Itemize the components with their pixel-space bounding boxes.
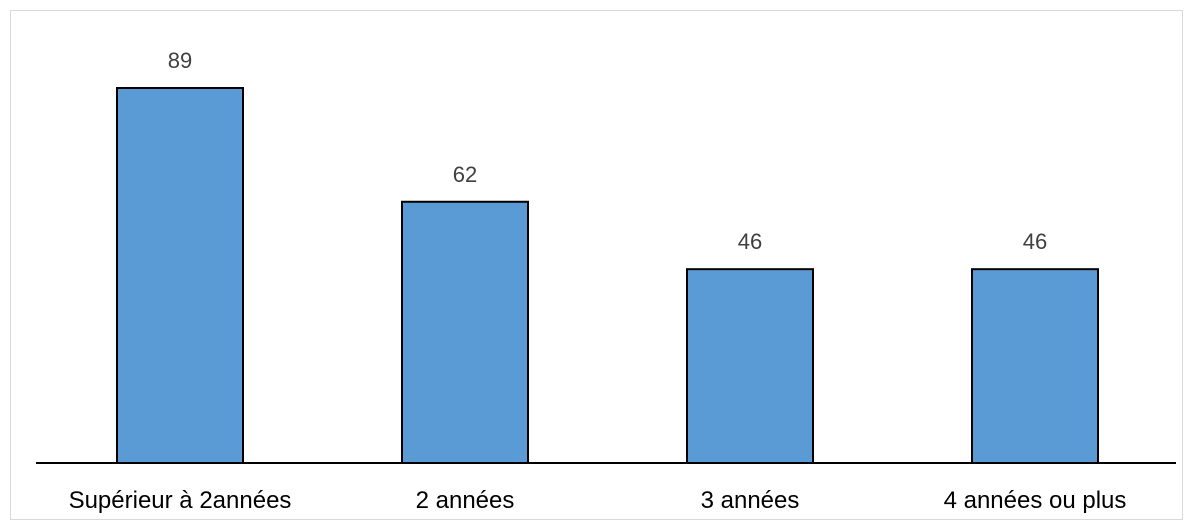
x-tick-label-2: 2 années [416,487,515,514]
x-tick-label-3: 3 années [701,487,800,514]
data-label-2: 62 [453,162,477,187]
bar-3 [686,268,814,464]
bar-4 [971,268,1099,464]
bars-layer [116,87,1099,464]
bar-2 [401,200,529,464]
x-tick-label-1: Supérieur à 2années [69,487,292,514]
data-labels-layer: 89 62 46 46 [168,48,1047,254]
data-label-1: 89 [168,48,192,73]
data-label-3: 46 [738,229,762,254]
data-label-4: 46 [1023,229,1047,254]
x-tick-labels-layer: Supérieur à 2années 2 années 3 années 4 ann… [69,487,1127,514]
x-tick-label-4: 4 années ou plus [944,487,1127,514]
bar-1 [116,87,244,464]
